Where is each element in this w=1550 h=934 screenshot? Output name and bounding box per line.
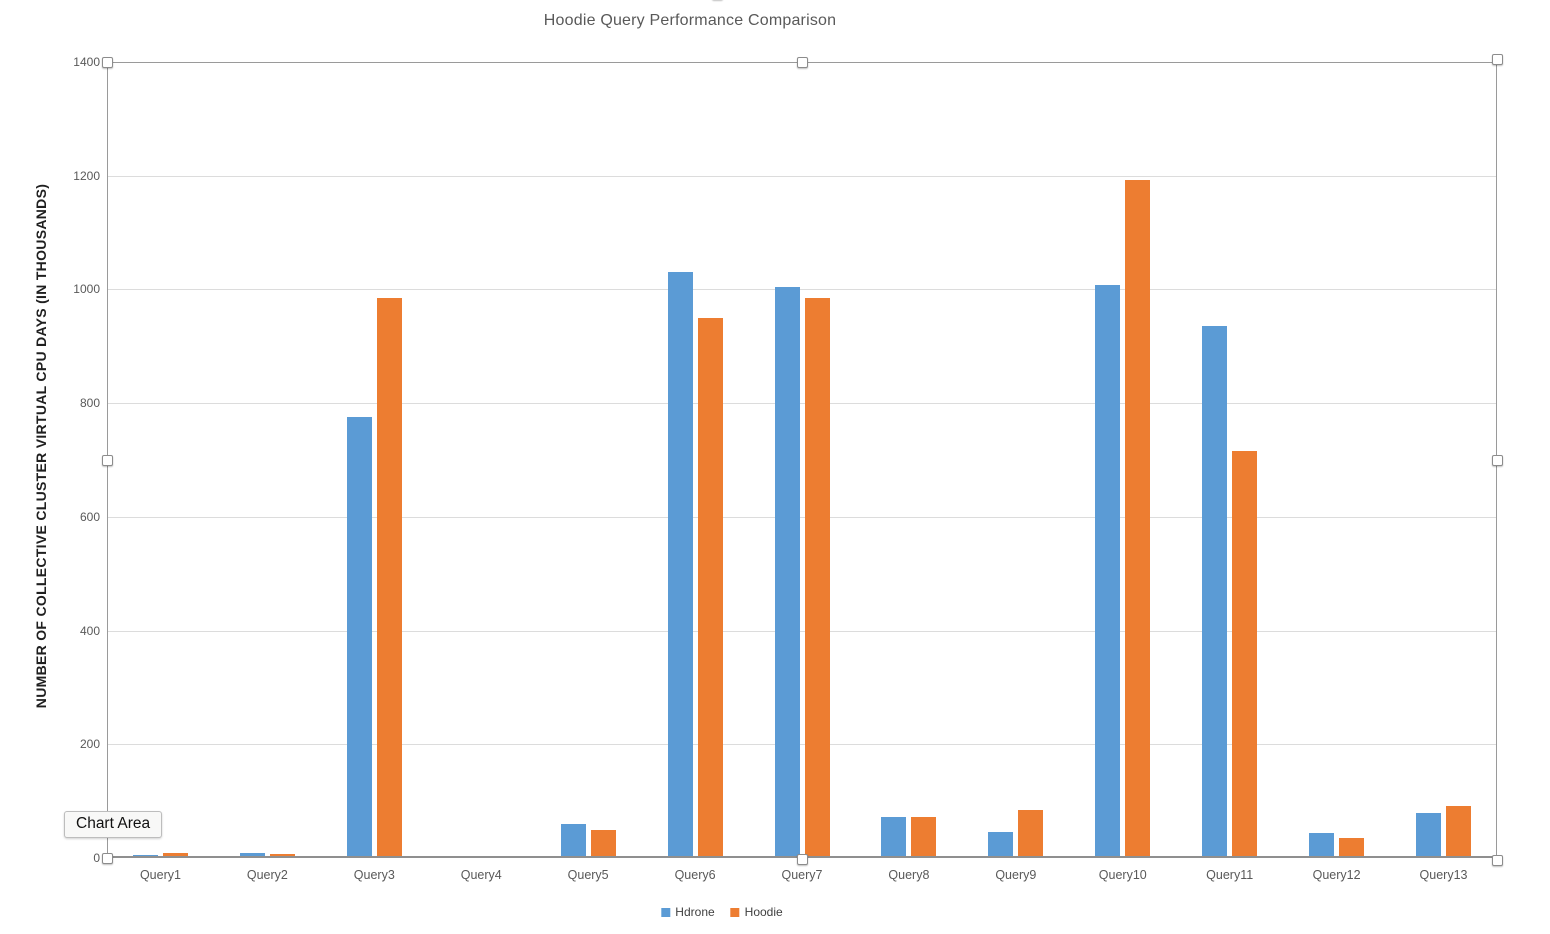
chart-legend[interactable]: Hdrone Hoodie — [661, 905, 783, 919]
bar-hoodie-query3[interactable] — [376, 297, 402, 858]
legend-item-hoodie[interactable]: Hoodie — [730, 905, 783, 919]
x-axis-label-query10[interactable]: Query10 — [1098, 868, 1147, 882]
x-axis-label-query11[interactable]: Query11 — [1206, 868, 1254, 882]
bar-hoodie-query12[interactable] — [1339, 837, 1365, 858]
legend-swatch-hdrone — [661, 907, 671, 917]
bar-hdrone-query9[interactable] — [988, 831, 1014, 858]
gridline-600 — [107, 516, 1497, 518]
gridline-800 — [107, 403, 1497, 405]
y-tick-label-600[interactable]: 600 — [79, 509, 100, 524]
legend-label-hoodie: Hoodie — [744, 905, 783, 919]
x-axis-label-query3[interactable]: Query3 — [353, 868, 395, 882]
bar-hdrone-query11[interactable] — [1202, 326, 1228, 858]
x-axis-label-query13[interactable]: Query13 — [1419, 868, 1468, 882]
legend-label-hdrone: Hdrone — [675, 905, 715, 919]
chart-title[interactable]: Hoodie Query Performance Comparison — [543, 12, 837, 29]
selection-handle-bottom-center[interactable] — [796, 853, 808, 865]
selection-handle-bottom-right[interactable] — [1491, 854, 1503, 866]
x-axis-label-query4[interactable]: Query4 — [460, 868, 502, 882]
x-axis-label-query8[interactable]: Query8 — [888, 868, 930, 882]
selection-handle-top-center[interactable] — [796, 56, 808, 68]
gridline-1000 — [107, 289, 1497, 291]
selection-handle-mid-left[interactable] — [101, 454, 113, 466]
legend-swatch-hoodie — [730, 907, 740, 917]
bar-hdrone-query3[interactable] — [346, 417, 372, 858]
bar-hdrone-query5[interactable] — [560, 823, 586, 858]
x-axis-label-query2[interactable]: Query2 — [246, 868, 288, 882]
x-axis-label-query5[interactable]: Query5 — [567, 868, 609, 882]
legend-item-hdrone[interactable]: Hdrone — [661, 905, 715, 919]
gridline-200 — [107, 744, 1497, 746]
selection-handle-top-right[interactable] — [1491, 53, 1503, 65]
selection-handle-top-left[interactable] — [101, 56, 113, 68]
bar-hdrone-query2[interactable] — [239, 853, 265, 858]
chart-area-tooltip: Chart Area — [64, 811, 163, 838]
selection-handle-bottom-left[interactable] — [101, 852, 113, 864]
selection-handle-mid-right[interactable] — [1491, 454, 1503, 466]
y-tick-label-1400[interactable]: 1400 — [73, 55, 100, 69]
bar-hoodie-query5[interactable] — [590, 829, 616, 858]
y-axis-title[interactable]: NUMBER OF COLLECTIVE CLUSTER VIRTUAL CPU… — [33, 183, 49, 709]
bar-hdrone-query10[interactable] — [1095, 284, 1121, 858]
bar-hoodie-query7[interactable] — [804, 297, 830, 858]
bar-hdrone-query8[interactable] — [881, 817, 907, 858]
gridline-400 — [107, 630, 1497, 632]
x-axis-label-query6[interactable]: Query6 — [674, 868, 716, 882]
x-axis-label-query12[interactable]: Query12 — [1312, 868, 1361, 882]
y-tick-label-800[interactable]: 800 — [79, 396, 100, 411]
gridline-1200 — [107, 175, 1497, 177]
bar-hdrone-query13[interactable] — [1416, 812, 1442, 858]
x-axis-label-query1[interactable]: Query1 — [139, 868, 181, 882]
y-tick-label-1200[interactable]: 1200 — [73, 168, 100, 183]
plot-area-border[interactable] — [107, 62, 1497, 858]
x-axis-label-query7[interactable]: Query7 — [781, 868, 823, 882]
x-axis-label-query9[interactable]: Query9 — [995, 868, 1037, 882]
y-tick-label-200[interactable]: 200 — [79, 737, 100, 752]
bar-hdrone-query12[interactable] — [1309, 832, 1335, 858]
bar-hdrone-query6[interactable] — [667, 272, 693, 858]
bar-hoodie-query9[interactable] — [1018, 809, 1044, 858]
bar-hoodie-query1[interactable] — [162, 853, 188, 858]
y-tick-label-400[interactable]: 400 — [79, 623, 100, 638]
y-tick-label-1000[interactable]: 1000 — [73, 282, 100, 297]
bar-hoodie-query8[interactable] — [911, 817, 937, 858]
y-tick-label-0[interactable]: 0 — [93, 851, 100, 865]
bar-hoodie-query6[interactable] — [697, 317, 723, 858]
bar-hoodie-query10[interactable] — [1125, 179, 1151, 858]
bar-hoodie-query13[interactable] — [1446, 806, 1472, 858]
bar-hdrone-query7[interactable] — [774, 286, 800, 858]
bar-hoodie-query11[interactable] — [1232, 450, 1258, 858]
